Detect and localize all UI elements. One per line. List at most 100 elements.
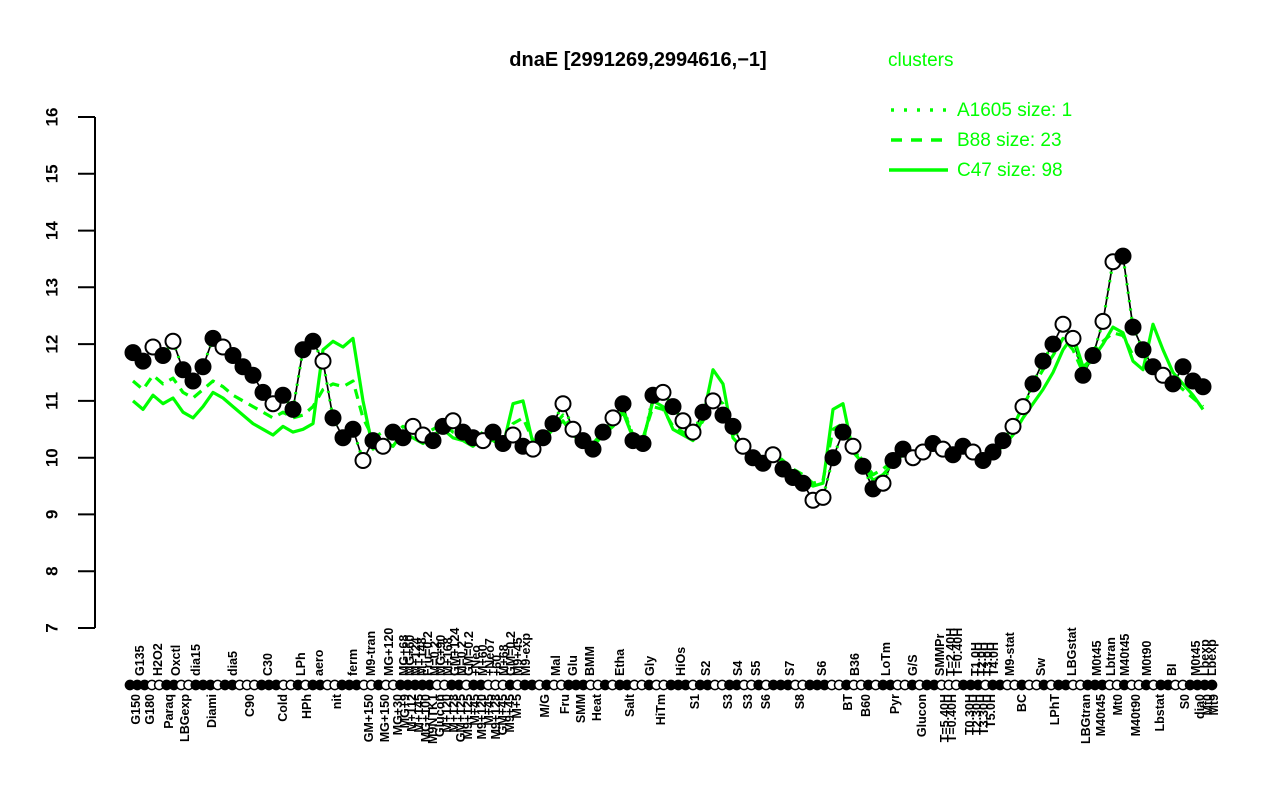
data-point xyxy=(1094,312,1112,330)
x-axis-label-bottom: T=0.40H xyxy=(945,694,959,742)
x-axis-label-top: MG+90 xyxy=(434,635,448,676)
y-tick-label: 8 xyxy=(43,566,62,575)
data-point xyxy=(394,429,412,447)
data-point xyxy=(134,352,152,370)
x-axis-label-bottom: LBGexp xyxy=(178,694,192,742)
x-axis-label-top: M+124 xyxy=(409,637,423,676)
data-point xyxy=(694,403,712,421)
x-axis-label-top: M0t90 xyxy=(1140,641,1154,676)
x-axis-label-top: +60 xyxy=(490,655,504,676)
x-axis-label-top: M+168 xyxy=(441,637,455,676)
data-point xyxy=(854,457,872,475)
data-point xyxy=(1174,358,1192,376)
x-axis-label-bottom: GM+45 xyxy=(496,694,510,735)
x-axis-label-bottom: M9NTK1 xyxy=(426,694,440,744)
x-axis-label-top: T1.0H xyxy=(969,642,983,676)
legend-label-a1605: A1605 size: 1 xyxy=(957,100,1072,121)
x-axis-label-bottom: M+45 xyxy=(468,694,482,726)
x-axis-label-top: M=0.2 xyxy=(455,641,469,676)
x-axis-label-top: dia5 xyxy=(226,651,240,676)
x-axis-label-bottom: C90 xyxy=(243,694,257,717)
data-point xyxy=(704,392,722,410)
x-axis-label-bottom: Glucon xyxy=(433,694,447,737)
y-tick-label: 9 xyxy=(43,510,62,519)
data-point xyxy=(734,437,752,455)
data-point xyxy=(654,383,672,401)
data-point xyxy=(284,400,302,418)
x-axis-label-bottom: S1 xyxy=(688,694,702,709)
x-axis-label-bottom: MG+30 xyxy=(391,694,405,735)
x-axis-label-bottom: M+45 xyxy=(482,694,496,726)
x-axis-label-top: M+68 xyxy=(497,644,511,676)
data-point xyxy=(254,383,272,401)
x-axis-label-bottom: Glucon xyxy=(915,694,929,737)
cluster-line-c47 xyxy=(131,322,1205,488)
x-axis-label-top: G/S xyxy=(906,654,920,676)
x-axis-label-top: S6 xyxy=(815,661,829,676)
data-point xyxy=(174,361,192,379)
x-axis-label-bottom: GM+125 xyxy=(454,694,468,742)
x-axis-label-top: Lbexp xyxy=(1198,639,1212,676)
x-axis-label-bottom: M+5 xyxy=(510,694,524,719)
data-point xyxy=(564,420,582,438)
data-point xyxy=(814,488,832,506)
data-point xyxy=(1114,247,1132,265)
data-point xyxy=(1034,352,1052,370)
x-axis-label-top: Glu xyxy=(566,655,580,676)
y-tick-label: 10 xyxy=(43,448,62,467)
data-point xyxy=(154,347,172,364)
x-axis-label-bottom: M40t45 xyxy=(1094,694,1108,736)
data-point xyxy=(1064,329,1082,347)
data-point xyxy=(274,386,292,404)
data-point xyxy=(354,452,372,469)
x-axis-label-top: T3.0H xyxy=(981,642,995,676)
data-point xyxy=(374,437,392,455)
x-axis-label-top: GM=0.2 xyxy=(504,631,518,676)
y-tick-label: 15 xyxy=(43,164,62,183)
data-point xyxy=(1084,347,1102,364)
y-tick-label: 16 xyxy=(43,108,62,127)
data-point xyxy=(1194,378,1212,396)
x-axis-label-bottom: M+112 xyxy=(405,694,419,732)
x-axis-label-top: S5 xyxy=(749,661,763,676)
x-axis-label-top: Mal xyxy=(549,655,563,676)
x-axis-label-bottom: Mt9 xyxy=(1207,694,1221,716)
data-point xyxy=(1004,417,1022,435)
x-axis-label-top: SMMPr xyxy=(933,634,947,677)
data-point xyxy=(594,423,612,441)
data-point xyxy=(604,409,622,427)
x-axis-label-bottom: MG+9 xyxy=(398,694,412,728)
x-axis-label-top: T2.0H xyxy=(975,642,989,676)
data-point xyxy=(1054,315,1072,333)
x-axis-label-top: +Neo7 xyxy=(483,638,497,676)
data-point xyxy=(874,474,892,492)
x-axis-label-top: MG+120 xyxy=(382,628,396,676)
x-axis-label-top: Fru=0.2 xyxy=(421,631,435,676)
data-point xyxy=(834,423,852,441)
x-axis-label-bottom: LBGtran xyxy=(1079,694,1093,744)
x-axis-label-bottom: Cold xyxy=(276,694,290,722)
data-point xyxy=(444,412,462,430)
gene-profile-line xyxy=(132,254,1204,502)
x-axis-label-bottom: Mt0 xyxy=(1201,694,1215,716)
data-point xyxy=(824,449,842,467)
x-axis-label-bottom: Pyr xyxy=(888,694,902,714)
data-point xyxy=(724,417,742,435)
data-point xyxy=(1134,341,1152,359)
data-point xyxy=(714,406,732,424)
x-axis-label-top: T4.0H xyxy=(987,642,1001,676)
x-axis-label-top: M9-tran xyxy=(364,631,378,676)
legend-title: clusters xyxy=(888,50,953,71)
cluster-line-a1605 xyxy=(131,254,1204,502)
x-axis-label-top: M9+45 xyxy=(511,637,525,676)
x-axis-label-bottom: M40t90 xyxy=(1129,694,1143,736)
x-axis-label-bottom: M+145 xyxy=(412,694,426,733)
x-axis-label-top: M9-stat xyxy=(1003,631,1017,676)
x-axis-label-top: H2O2 xyxy=(151,643,165,676)
x-axis-label-top: ferm xyxy=(346,649,360,676)
data-point xyxy=(584,440,602,458)
x-axis-label-top: Sw xyxy=(1034,658,1048,676)
data-point xyxy=(554,395,572,413)
x-axis-label-top: S4 xyxy=(731,661,745,676)
